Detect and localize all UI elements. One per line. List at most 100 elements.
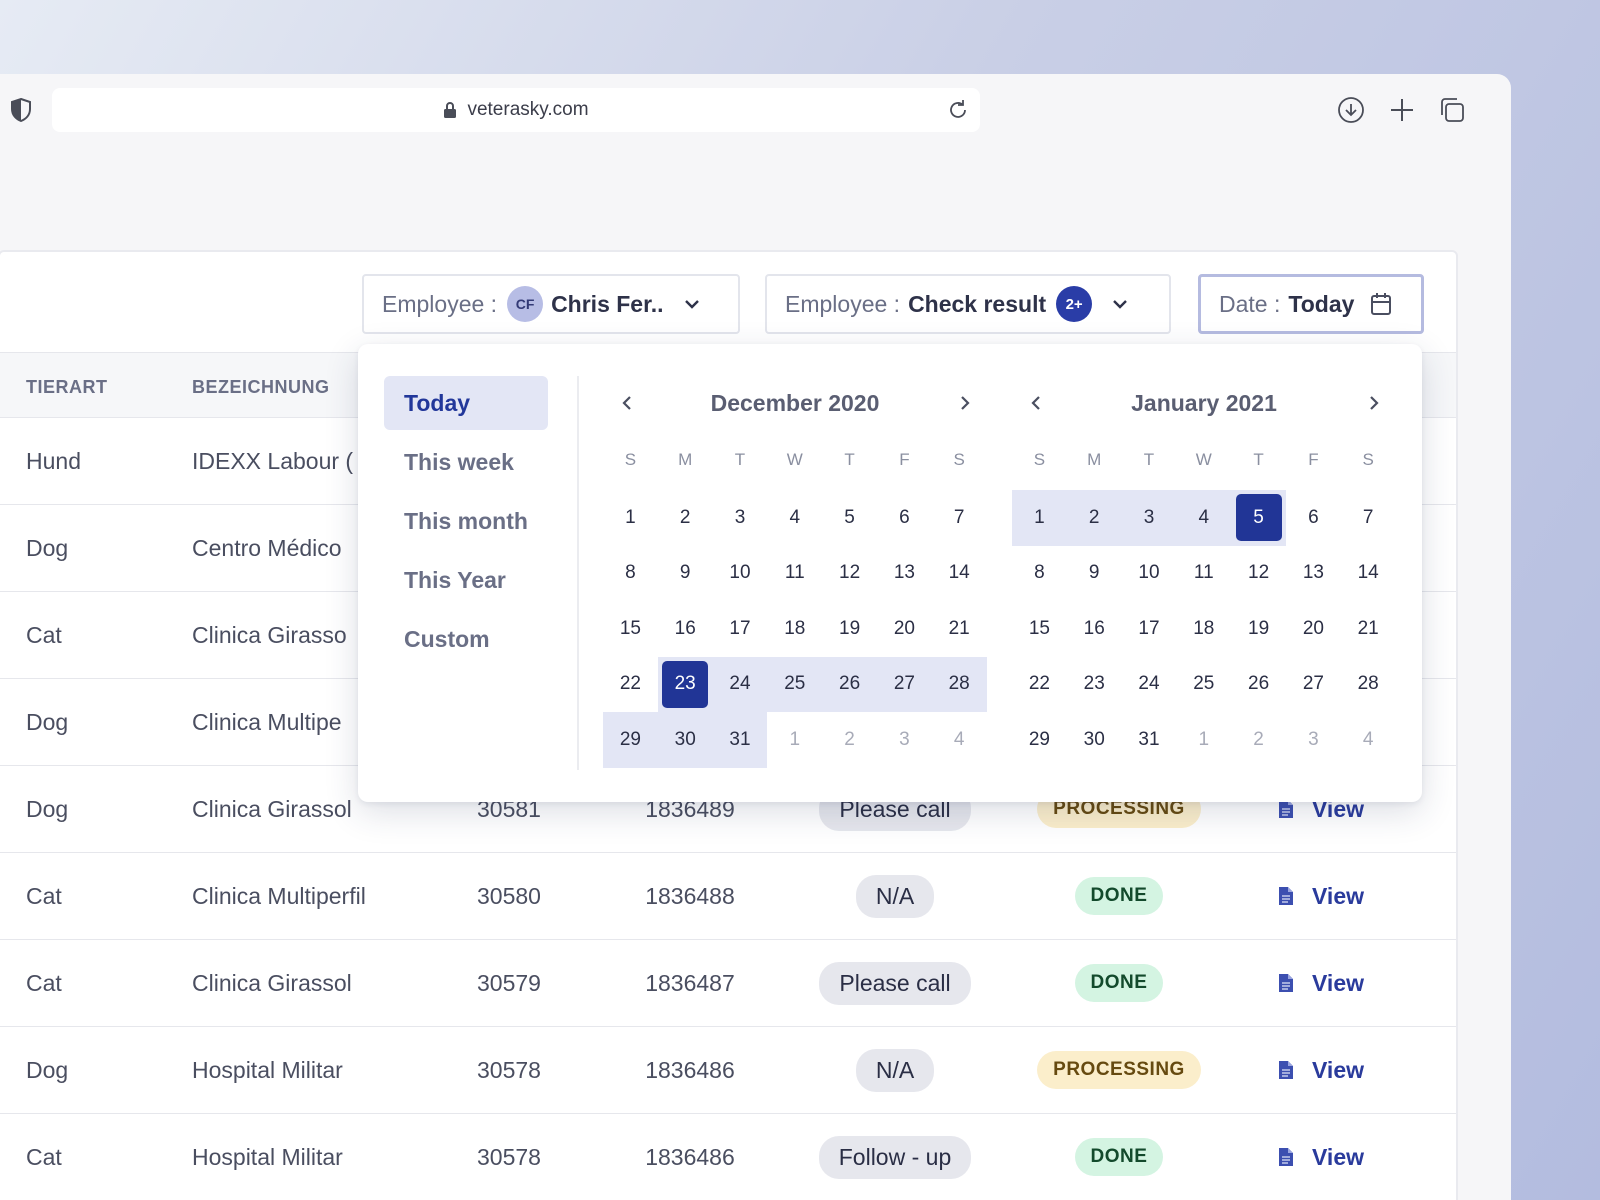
calendar-day[interactable]: 16	[658, 601, 713, 657]
calendar-day[interactable]: 1	[603, 490, 658, 546]
new-tab-icon[interactable]	[1388, 96, 1416, 124]
calendar-day[interactable]: 5	[1231, 490, 1286, 546]
calendar-day[interactable]: 28	[931, 656, 987, 712]
calendar-day[interactable]: 13	[1286, 546, 1341, 602]
calendar-day[interactable]: 11	[1176, 546, 1231, 602]
calendar-day[interactable]: 31	[1122, 712, 1177, 768]
calendar-day[interactable]: 3	[877, 712, 932, 768]
tabs-overview-icon[interactable]	[1438, 96, 1466, 124]
calendar-day[interactable]: 3	[1121, 490, 1177, 546]
employee-filter[interactable]: Employee : CF Chris Fer..	[362, 274, 740, 334]
chevron-right-icon[interactable]	[1368, 394, 1380, 412]
calendar-day[interactable]: 29	[603, 712, 658, 768]
calendar-day[interactable]: 21	[1341, 601, 1396, 657]
calendar-day[interactable]: 3	[1286, 712, 1341, 768]
calendar-day[interactable]: 10	[1122, 546, 1177, 602]
address-bar[interactable]: veterasky.com	[52, 88, 980, 132]
calendar-day[interactable]: 1	[1176, 712, 1231, 768]
calendar-day[interactable]: 18	[1176, 601, 1231, 657]
calendar-day[interactable]: 25	[1176, 657, 1231, 713]
reload-icon[interactable]	[946, 98, 970, 122]
chevron-left-icon[interactable]	[621, 394, 633, 412]
calendar-day[interactable]: 14	[1341, 546, 1396, 602]
calendar-day[interactable]: 27	[1286, 657, 1341, 713]
calendar-day[interactable]: 30	[657, 712, 713, 768]
calendar-day[interactable]: 24	[1122, 657, 1177, 713]
calendar-day[interactable]: 19	[822, 601, 877, 657]
table-row[interactable]: Cat Clinica Multiperfil 30580 1836488 N/A DON…	[0, 853, 1456, 940]
calendar-day[interactable]: 4	[767, 490, 822, 546]
calendar-day[interactable]: 26	[1231, 657, 1286, 713]
calendar-day[interactable]: 4	[1341, 712, 1396, 768]
calendar-day[interactable]: 4	[1176, 490, 1232, 546]
calendar-day[interactable]: 22	[603, 657, 658, 713]
calendar-day[interactable]: 15	[1012, 601, 1067, 657]
day-number: 17	[729, 617, 751, 639]
chevron-left-icon[interactable]	[1030, 394, 1042, 412]
preset-today[interactable]: Today	[384, 376, 548, 430]
calendar-day[interactable]: 24	[712, 656, 768, 712]
view-link[interactable]: View	[1278, 883, 1364, 910]
table-row[interactable]: Cat Clinica Girassol 30579 1836487 Please ca…	[0, 940, 1456, 1027]
table-row[interactable]: Dog Clinica Girassol 30581 1836489 Please ca…	[0, 766, 1456, 853]
calendar-day[interactable]: 27	[876, 656, 932, 712]
preset-this-year[interactable]: This Year	[404, 566, 506, 593]
date-filter[interactable]: Date : Today	[1198, 274, 1424, 334]
calendar-day[interactable]: 6	[1286, 490, 1341, 546]
calendar-day[interactable]: 12	[822, 546, 877, 602]
calendar-day[interactable]: 2	[658, 490, 713, 546]
calendar-day[interactable]: 2	[822, 712, 877, 768]
calendar-day[interactable]: 23	[657, 656, 713, 712]
calendar-day[interactable]: 10	[713, 546, 768, 602]
download-icon[interactable]	[1337, 96, 1365, 124]
calendar-day[interactable]: 17	[713, 601, 768, 657]
calendar-day[interactable]: 23	[1067, 657, 1122, 713]
calendar-day[interactable]: 1	[767, 712, 822, 768]
calendar-day[interactable]: 7	[1341, 490, 1396, 546]
calendar-day[interactable]: 25	[767, 656, 823, 712]
calendar-day[interactable]: 21	[932, 601, 987, 657]
calendar-day[interactable]: 31	[712, 712, 768, 768]
column-header-bezeichnung[interactable]: BEZEICHNUNG	[192, 377, 330, 397]
preset-custom[interactable]: Custom	[404, 625, 490, 652]
calendar-day[interactable]: 22	[1012, 657, 1067, 713]
calendar-day[interactable]: 3	[713, 490, 768, 546]
preset-this-month[interactable]: This month	[404, 507, 528, 534]
calendar-day[interactable]: 8	[603, 546, 658, 602]
calendar-day[interactable]: 12	[1231, 546, 1286, 602]
calendar-day[interactable]: 26	[822, 656, 877, 712]
view-link[interactable]: View	[1278, 970, 1364, 997]
calendar-day[interactable]: 20	[877, 601, 932, 657]
calendar-day[interactable]: 4	[932, 712, 987, 768]
calendar-day[interactable]: 2	[1066, 490, 1122, 546]
calendar-day[interactable]: 17	[1122, 601, 1177, 657]
calendar-day[interactable]: 29	[1012, 712, 1067, 768]
calendar-day[interactable]: 5	[822, 490, 877, 546]
column-header-tierart[interactable]: TIERART	[26, 377, 108, 397]
calendar-day[interactable]: 14	[932, 546, 987, 602]
calendar-day[interactable]: 15	[603, 601, 658, 657]
check-result-filter[interactable]: Employee : Check result 2+	[765, 274, 1171, 334]
calendar-day[interactable]: 20	[1286, 601, 1341, 657]
calendar-day[interactable]: 16	[1067, 601, 1122, 657]
view-link[interactable]: View	[1278, 1144, 1364, 1171]
calendar-day[interactable]: 6	[877, 490, 932, 546]
table-row[interactable]: Cat Hospital Militar 30578 1836486 Follow - …	[0, 1114, 1456, 1200]
calendar-day[interactable]: 9	[1067, 546, 1122, 602]
calendar-day[interactable]: 8	[1012, 546, 1067, 602]
calendar-day[interactable]: 11	[767, 546, 822, 602]
calendar-day[interactable]: 1	[1012, 490, 1067, 546]
calendar-day[interactable]: 7	[932, 490, 987, 546]
calendar-day[interactable]: 18	[767, 601, 822, 657]
shield-icon[interactable]	[10, 98, 32, 122]
calendar-day[interactable]: 9	[658, 546, 713, 602]
preset-this-week[interactable]: This week	[404, 448, 514, 475]
calendar-day[interactable]: 13	[877, 546, 932, 602]
calendar-day[interactable]: 30	[1067, 712, 1122, 768]
calendar-day[interactable]: 19	[1231, 601, 1286, 657]
chevron-right-icon[interactable]	[959, 394, 971, 412]
view-link[interactable]: View	[1278, 1057, 1364, 1084]
calendar-day[interactable]: 28	[1341, 657, 1396, 713]
table-row[interactable]: Dog Hospital Militar 30578 1836486 N/A PROCES…	[0, 1027, 1456, 1114]
calendar-day[interactable]: 2	[1231, 712, 1286, 768]
